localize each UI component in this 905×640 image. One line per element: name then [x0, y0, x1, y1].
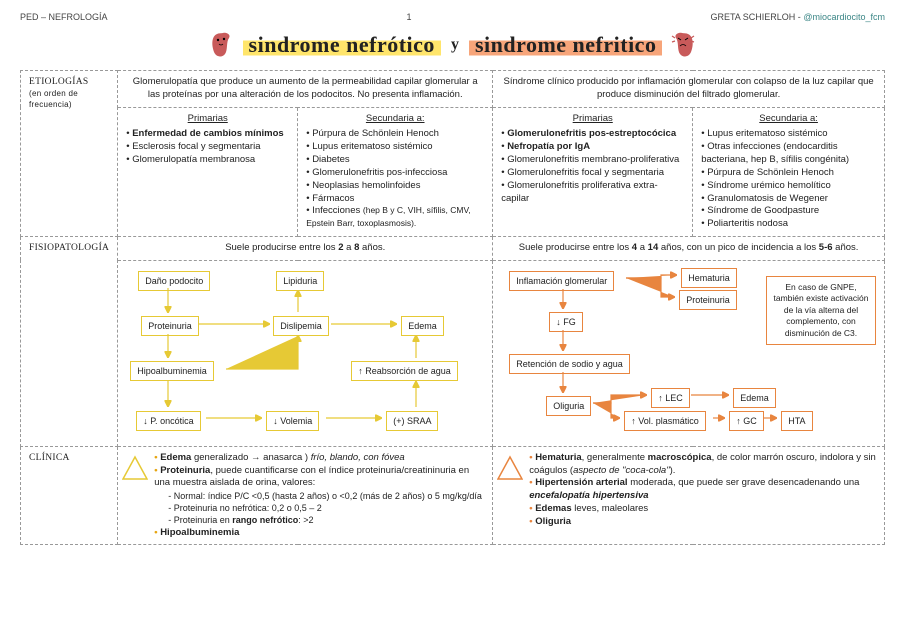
flow-box: Proteinuria [679, 290, 737, 310]
age-nefrotico: Suele producirse entre los 2 a 8 años. [118, 236, 493, 260]
header-right: GRETA SCHIERLOH - @miocardiocito_fcm [710, 12, 885, 22]
etio-nefri-secundaria: Secundaria a: Lupus eritematoso sistémic… [693, 107, 885, 236]
list-item: Otras infecciones (endocarditis bacteria… [701, 141, 876, 167]
list-item: Lupus eritematoso sistémico [701, 128, 876, 141]
title-separator: y [451, 36, 459, 54]
list-item: Glomerulonefritis membrano-proliferativa [501, 154, 684, 167]
comparison-table: Etiologías (en orden de frecuencia) Glom… [20, 70, 885, 545]
list-item: Lupus eritematoso sistémico [306, 141, 484, 154]
list-item: Glomerulopatía membranosa [126, 154, 289, 167]
list-item: Neoplasias hemolinfoides [306, 180, 484, 193]
header-left: PED – NEFROLOGÍA [20, 12, 108, 22]
list-item: Púrpura de Schönlein Henoch [306, 128, 484, 141]
header-page: 1 [406, 12, 411, 22]
list-item: Poliarteritis nodosa [701, 218, 876, 231]
flow-box: Oliguria [546, 396, 591, 416]
flow-box: Retención de sodio y agua [509, 354, 630, 374]
list-item: Glomerulonefritis proliferativa extra-ca… [501, 180, 684, 206]
etio-nefro-secundaria: Secundaria a: Púrpura de Schönlein Henoc… [298, 107, 493, 236]
header-handle[interactable]: @miocardiocito_fcm [803, 12, 885, 22]
title-nefrotico-block: sindrome nefrótico [207, 30, 441, 60]
title-nefritico-block: sindrome nefritico [469, 30, 699, 60]
age-nefritico: Suele producirse entre los 4 a 14 años, … [493, 236, 885, 260]
list-item: Síndrome urémico hemolítico [701, 180, 876, 193]
flow-box: ↑ Reabsorción de agua [351, 361, 458, 381]
list-item: Síndrome de Goodpasture [701, 205, 876, 218]
list-item: Púrpura de Schönlein Henoch [701, 167, 876, 180]
title-nefrotico: sindrome nefrótico [243, 30, 441, 60]
list-item: Infecciones (hep B y C, VIH, sífilis, CM… [306, 205, 484, 231]
title-row: sindrome nefrótico y sindrome nefritico [20, 30, 885, 60]
list-item: Fármacos [306, 193, 484, 206]
etio-nefri-primarias: Primarias Glomerulonefritis pos-estrepto… [493, 107, 693, 236]
flow-box: Edema [733, 388, 776, 408]
flow-box: Inflamación glomerular [509, 271, 614, 291]
list-item: Glomerulonefritis pos-infecciosa [306, 167, 484, 180]
flow-box: ↑ GC [729, 411, 764, 431]
flow-box: ↑ LEC [651, 388, 690, 408]
list-item: Esclerosis focal y segmentaria [126, 141, 289, 154]
flow-box: Hematuria [681, 268, 737, 288]
flow-box: HTA [781, 411, 812, 431]
flow-box: ↓ FG [549, 312, 583, 332]
row-clinica-label: Clínica [21, 446, 118, 545]
def-nefritico: Síndrome clínico producido por inflamaci… [493, 71, 885, 108]
flow-box: Lipiduria [276, 271, 324, 291]
row-etiologias-label: Etiologías (en orden de frecuencia) [21, 71, 118, 237]
kidney-angry-icon [668, 30, 698, 60]
list-item: Glomerulonefritis pos-estreptocócica [501, 128, 684, 141]
list-item: Granulomatosis de Wegener [701, 193, 876, 206]
flow-box: ↓ P. oncótica [136, 411, 200, 431]
title-nefritico: sindrome nefritico [469, 30, 663, 60]
flow-box: Proteinuria [141, 316, 199, 336]
page-header: PED – NEFROLOGÍA 1 GRETA SCHIERLOH - @mi… [20, 12, 885, 22]
triangle-icon [497, 455, 523, 481]
fisio-nefritico: Inflamación glomerular Hematuria Protein… [493, 260, 885, 446]
flow-box: ↑ Vol. plasmático [624, 411, 706, 431]
kidney-icon [207, 30, 237, 60]
clinica-nefritico: Hematuria, generalmente macroscópica, de… [493, 446, 885, 545]
clinica-nefrotico: Edema generalizado → anasarca ) frío, bl… [118, 446, 493, 545]
list-item: Glomerulonefritis focal y segmentaria [501, 167, 684, 180]
fisio-nefrotico: Daño podocito Lipiduria Proteinuria Disl… [118, 260, 493, 446]
flow-box: Edema [401, 316, 444, 336]
list-item: Diabetes [306, 154, 484, 167]
gnpe-note: En caso de GNPE, también existe activaci… [766, 276, 876, 345]
flow-box: ↓ Volemia [266, 411, 319, 431]
list-item: Enfermedad de cambios mínimos [126, 128, 289, 141]
flow-box: (+) SRAA [386, 411, 438, 431]
flow-box: Hipoalbuminemia [130, 361, 214, 381]
flow-box: Dislipemia [273, 316, 329, 336]
etio-nefro-primarias: Primarias Enfermedad de cambios mínimosE… [118, 107, 298, 236]
list-item: Nefropatía por IgA [501, 141, 684, 154]
row-fisio-label: Fisiopatología [21, 236, 118, 446]
flow-box: Daño podocito [138, 271, 210, 291]
triangle-icon [122, 455, 148, 481]
def-nefrotico: Glomerulopatía que produce un aumento de… [118, 71, 493, 108]
